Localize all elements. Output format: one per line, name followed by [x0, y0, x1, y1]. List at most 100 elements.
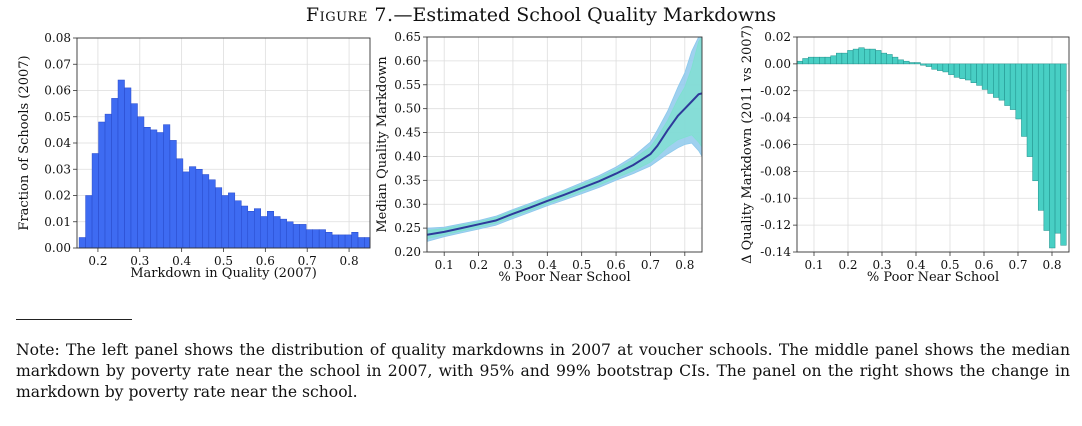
p2-ytick-label: 0.30 [394, 197, 421, 211]
histogram-bar [286, 221, 294, 249]
p1-xtick-label: 0.4 [172, 254, 191, 268]
change-bar [987, 63, 994, 94]
change-bar [858, 47, 865, 65]
change-bar [836, 52, 843, 65]
histogram-bar [215, 187, 223, 249]
change-bar [852, 48, 859, 65]
change-bar [1049, 63, 1056, 249]
figure-title-text: —Estimated School Quality Markdowns [393, 4, 777, 26]
p3-ytick-label: -0.02 [760, 84, 791, 98]
p2-xtick-label: 0.1 [435, 258, 454, 272]
histogram-bar [364, 237, 371, 249]
histogram-bar [228, 192, 236, 249]
p3-xtick-label: 0.2 [838, 258, 857, 272]
change-bar [1026, 63, 1033, 157]
change-bar [920, 63, 927, 66]
figure-title-prefix: Figure 7. [305, 4, 394, 26]
histogram-bar [260, 216, 268, 249]
p2-xtick-label: 0.7 [641, 258, 660, 272]
histogram-bar [143, 127, 151, 249]
change-bar [908, 62, 916, 65]
histogram-bar [305, 229, 313, 249]
p1-xtick-label: 0.7 [298, 254, 317, 268]
change-bar [1015, 63, 1022, 120]
p3-x-axis-label: % Poor Near School [867, 270, 999, 285]
p1-xtick-label: 0.3 [130, 254, 149, 268]
change-bar [970, 63, 977, 83]
histogram-bar [156, 132, 164, 249]
histogram-bar [137, 116, 145, 249]
p3-xtick-label: 0.7 [1008, 258, 1027, 272]
p1-xtick-label: 0.2 [88, 254, 107, 268]
histogram-bar [234, 200, 242, 249]
p1-ytick-label: 0.01 [44, 215, 71, 229]
change-bar [824, 56, 831, 65]
histogram-bar [150, 129, 158, 249]
p2-xtick-label: 0.6 [607, 258, 626, 272]
footnote-rule [16, 319, 132, 320]
histogram-bar [124, 87, 132, 249]
change-bar [953, 63, 960, 78]
change-bar [841, 52, 848, 65]
histogram-bar [266, 211, 274, 249]
change-bar [998, 63, 1005, 101]
histogram-bar [357, 237, 365, 249]
p1-ytick-label: 0.08 [44, 31, 71, 45]
p3-ytick-label: -0.08 [760, 164, 791, 178]
histogram-bar [202, 174, 210, 249]
change-bar [1043, 63, 1050, 231]
change-bar [869, 48, 876, 65]
p2-ytick-label: 0.50 [394, 102, 421, 116]
p3-ytick-label: 0.02 [764, 30, 791, 44]
histogram-bar [176, 158, 184, 249]
histogram-bar [273, 216, 281, 249]
histogram-bar [98, 121, 106, 249]
figure-title: Figure 7.—Estimated School Quality Markd… [0, 4, 1082, 26]
p2-xtick-label: 0.3 [503, 258, 522, 272]
p3-ytick-label: -0.06 [760, 138, 791, 152]
p2-ytick-label: 0.20 [394, 245, 421, 259]
change-bar [807, 56, 815, 65]
p2-frame [426, 36, 703, 253]
p3-xtick-label: 0.3 [872, 258, 891, 272]
p3-ytick-label: -0.12 [760, 218, 791, 232]
change-bar [914, 62, 921, 65]
change-bar [1009, 63, 1017, 110]
p1-ytick-label: 0.02 [44, 189, 71, 203]
histogram-bar [169, 140, 177, 249]
ci95-band [427, 37, 702, 240]
p3-ytick-label: -0.14 [760, 245, 791, 259]
change-bar [965, 63, 972, 81]
p3-y-axis-label: Δ Quality Markdown (2011 vs 2007) [740, 25, 755, 264]
histogram-bar [130, 103, 138, 249]
p1-xtick-label: 0.6 [256, 254, 275, 268]
change-bar [1021, 63, 1028, 137]
change-bar [948, 63, 955, 75]
p3-ytick-label: -0.10 [760, 191, 791, 205]
p3-ytick-label: 0.00 [764, 57, 791, 71]
p2-ytick-label: 0.25 [394, 221, 421, 235]
change-bar [976, 63, 983, 86]
p1-ytick-label: 0.03 [44, 162, 71, 176]
p3-xtick-label: 0.6 [974, 258, 993, 272]
histogram-bar [182, 171, 190, 249]
change-bar [880, 52, 888, 65]
p2-ytick-label: 0.60 [394, 54, 421, 68]
histogram-bar [344, 234, 352, 249]
histogram-bar [91, 153, 99, 249]
histogram-bar [299, 224, 307, 249]
change-bar [886, 54, 893, 65]
histogram-bar [221, 195, 229, 249]
p2-x-axis-label: % Poor Near School [498, 270, 630, 285]
p2-xtick-label: 0.4 [538, 258, 557, 272]
histogram-bar [111, 98, 119, 249]
histogram-bar [241, 205, 249, 249]
p1-ytick-label: 0.06 [44, 84, 71, 98]
change-bar [864, 48, 871, 65]
change-bar [813, 56, 820, 65]
change-bar [942, 63, 949, 73]
histogram-bar [312, 229, 320, 249]
change-bar [1037, 63, 1045, 211]
histogram-bar [195, 169, 203, 249]
histogram-bar [279, 218, 287, 249]
